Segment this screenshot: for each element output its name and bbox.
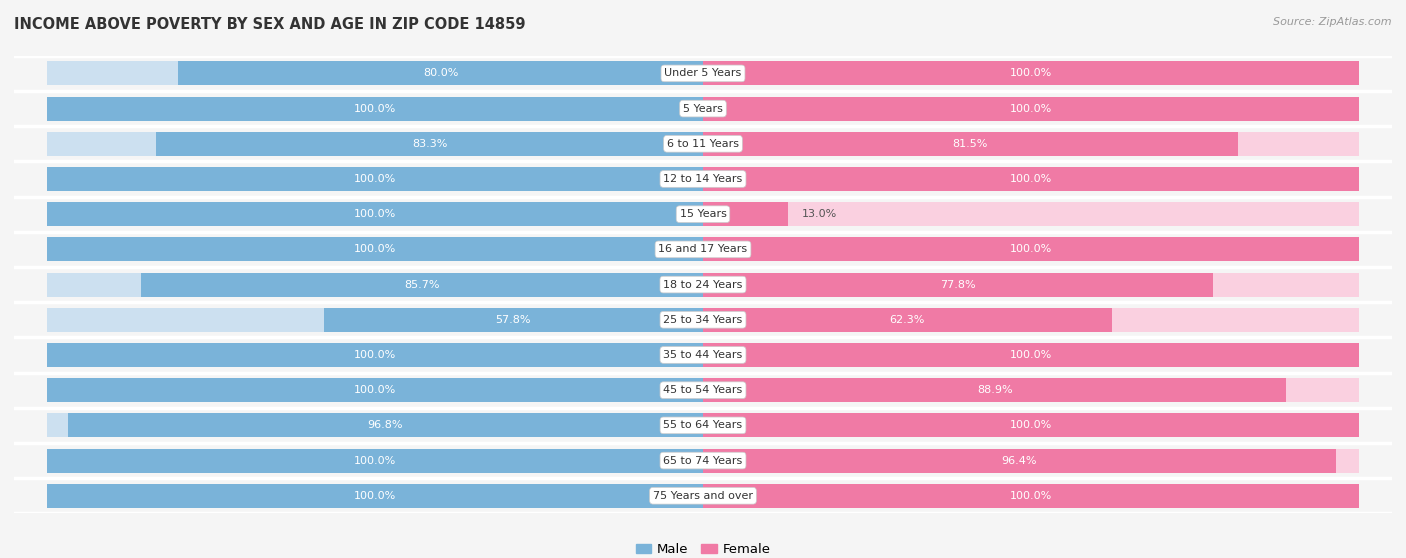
Text: 65 to 74 Years: 65 to 74 Years: [664, 455, 742, 465]
Bar: [46, 273, 703, 296]
Bar: [46, 343, 703, 367]
Text: 57.8%: 57.8%: [496, 315, 531, 325]
Text: 35 to 44 Years: 35 to 44 Years: [664, 350, 742, 360]
Bar: [703, 378, 1286, 402]
Bar: [703, 97, 1360, 121]
Text: Under 5 Years: Under 5 Years: [665, 69, 741, 78]
Text: 100.0%: 100.0%: [354, 385, 396, 395]
Text: 100.0%: 100.0%: [1010, 244, 1052, 254]
Text: 83.3%: 83.3%: [412, 139, 447, 149]
Text: 12 to 14 Years: 12 to 14 Years: [664, 174, 742, 184]
Text: 18 to 24 Years: 18 to 24 Years: [664, 280, 742, 290]
Bar: [46, 167, 703, 191]
Text: Source: ZipAtlas.com: Source: ZipAtlas.com: [1274, 17, 1392, 27]
Text: 100.0%: 100.0%: [354, 244, 396, 254]
Bar: [703, 273, 1360, 296]
Text: 45 to 54 Years: 45 to 54 Years: [664, 385, 742, 395]
Bar: [703, 449, 1360, 473]
Bar: [703, 449, 1336, 473]
Bar: [703, 61, 1360, 85]
Bar: [46, 61, 703, 85]
Text: 75 Years and over: 75 Years and over: [652, 491, 754, 501]
Text: 100.0%: 100.0%: [354, 455, 396, 465]
Bar: [46, 97, 703, 121]
Bar: [703, 237, 1360, 261]
Bar: [141, 273, 703, 296]
Text: 100.0%: 100.0%: [1010, 350, 1052, 360]
Text: 85.7%: 85.7%: [404, 280, 440, 290]
Text: 100.0%: 100.0%: [1010, 420, 1052, 430]
Bar: [703, 97, 1360, 121]
Text: 88.9%: 88.9%: [977, 385, 1012, 395]
Bar: [703, 308, 1360, 332]
Bar: [46, 449, 703, 473]
Bar: [46, 449, 703, 473]
Bar: [703, 484, 1360, 508]
Bar: [46, 97, 703, 121]
Bar: [703, 273, 1213, 296]
Bar: [46, 343, 703, 367]
Bar: [703, 132, 1360, 156]
Bar: [46, 484, 703, 508]
Bar: [703, 202, 789, 226]
Bar: [46, 202, 703, 226]
Text: 100.0%: 100.0%: [1010, 69, 1052, 78]
Text: 77.8%: 77.8%: [941, 280, 976, 290]
Bar: [703, 413, 1360, 437]
Bar: [156, 132, 703, 156]
Text: 100.0%: 100.0%: [354, 104, 396, 114]
Text: 96.8%: 96.8%: [368, 420, 404, 430]
Bar: [703, 167, 1360, 191]
Bar: [703, 308, 1112, 332]
Bar: [703, 132, 1237, 156]
Text: 81.5%: 81.5%: [953, 139, 988, 149]
Text: INCOME ABOVE POVERTY BY SEX AND AGE IN ZIP CODE 14859: INCOME ABOVE POVERTY BY SEX AND AGE IN Z…: [14, 17, 526, 32]
Text: 100.0%: 100.0%: [1010, 174, 1052, 184]
Bar: [46, 132, 703, 156]
Bar: [703, 202, 1360, 226]
Bar: [179, 61, 703, 85]
Text: 16 and 17 Years: 16 and 17 Years: [658, 244, 748, 254]
Bar: [46, 484, 703, 508]
Bar: [46, 378, 703, 402]
Bar: [323, 308, 703, 332]
Text: 100.0%: 100.0%: [1010, 104, 1052, 114]
Text: 6 to 11 Years: 6 to 11 Years: [666, 139, 740, 149]
Bar: [46, 308, 703, 332]
Text: 13.0%: 13.0%: [801, 209, 837, 219]
Text: 100.0%: 100.0%: [354, 174, 396, 184]
Bar: [703, 484, 1360, 508]
Bar: [703, 343, 1360, 367]
Bar: [46, 378, 703, 402]
Bar: [46, 237, 703, 261]
Text: 100.0%: 100.0%: [1010, 491, 1052, 501]
Text: 80.0%: 80.0%: [423, 69, 458, 78]
Bar: [703, 343, 1360, 367]
Text: 5 Years: 5 Years: [683, 104, 723, 114]
Bar: [703, 378, 1360, 402]
Bar: [46, 202, 703, 226]
Legend: Male, Female: Male, Female: [630, 538, 776, 558]
Bar: [703, 61, 1360, 85]
Text: 100.0%: 100.0%: [354, 491, 396, 501]
Bar: [46, 167, 703, 191]
Bar: [703, 167, 1360, 191]
Text: 55 to 64 Years: 55 to 64 Years: [664, 420, 742, 430]
Bar: [46, 237, 703, 261]
Bar: [703, 413, 1360, 437]
Text: 100.0%: 100.0%: [354, 209, 396, 219]
Bar: [46, 413, 703, 437]
Text: 96.4%: 96.4%: [1001, 455, 1038, 465]
Text: 62.3%: 62.3%: [890, 315, 925, 325]
Text: 15 Years: 15 Years: [679, 209, 727, 219]
Bar: [67, 413, 703, 437]
Text: 100.0%: 100.0%: [354, 350, 396, 360]
Text: 25 to 34 Years: 25 to 34 Years: [664, 315, 742, 325]
Bar: [703, 237, 1360, 261]
